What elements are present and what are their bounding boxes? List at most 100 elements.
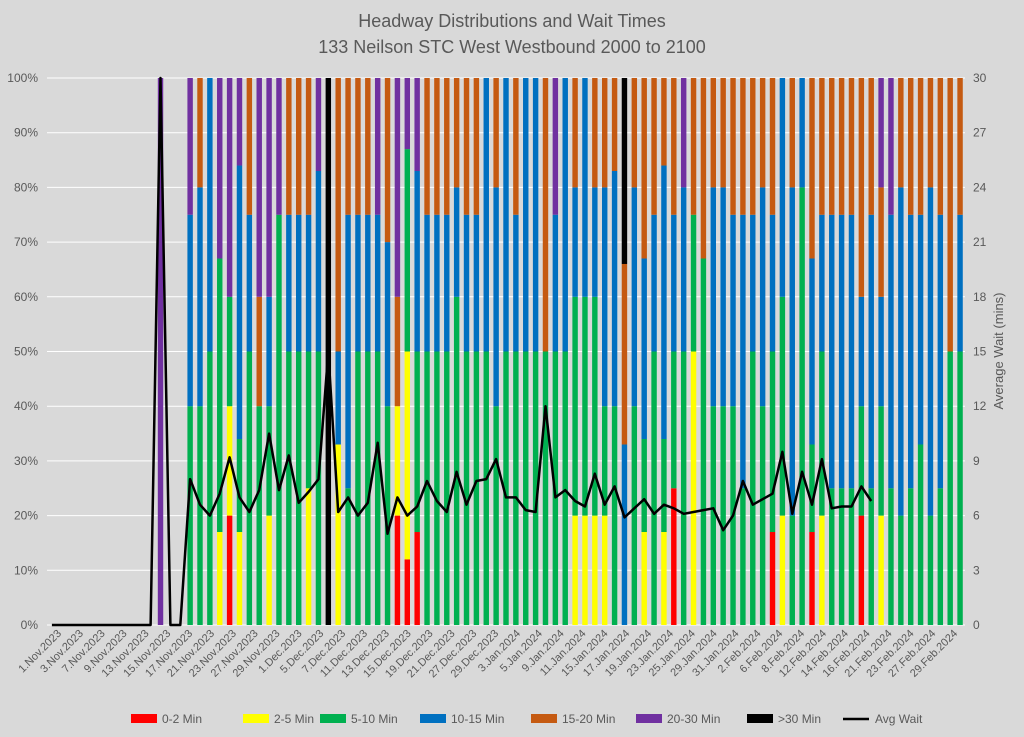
bar-segment	[246, 214, 253, 352]
bar-segment	[503, 78, 509, 352]
bar-segment	[513, 351, 519, 625]
bar-segment	[394, 515, 401, 625]
bar-segment	[473, 78, 480, 215]
bar-segment	[187, 406, 193, 625]
bar-segment	[819, 515, 825, 625]
bar-segment	[750, 78, 756, 215]
legend-swatch	[243, 714, 269, 723]
bar-segment	[680, 187, 687, 352]
bar-segment	[878, 296, 884, 407]
chart-subtitle: 133 Neilson STC West Westbound 2000 to 2…	[318, 37, 706, 57]
bar-segment	[631, 78, 638, 188]
bar-segment	[750, 214, 756, 352]
y-axis-right: 0 3 6 9 12 15 18 21 24 27 30	[973, 71, 987, 632]
bar-segment	[819, 351, 825, 516]
bar-segment	[750, 351, 756, 625]
bar-segment	[898, 78, 904, 188]
bar-segment	[957, 214, 963, 352]
bar-segment	[374, 351, 381, 625]
bar-segment	[434, 351, 440, 625]
bar-segment	[809, 78, 815, 259]
bar-segment	[937, 214, 944, 489]
legend-swatch	[636, 714, 662, 723]
bar-segment	[769, 532, 776, 625]
bar-segment	[226, 78, 233, 297]
legend-label: >30 Min	[778, 712, 821, 726]
legend-label: 15-20 Min	[562, 712, 615, 726]
bar-segment	[868, 78, 874, 215]
y-tick-label: 10%	[14, 563, 38, 577]
legend: 0-2 Min 2-5 Min 5-10 Min 10-15 Min 15-20 Min…	[131, 712, 923, 726]
bar-segment	[907, 488, 914, 625]
bar-segment	[819, 78, 825, 215]
legend-swatch	[320, 714, 346, 723]
bar-segment	[236, 439, 243, 533]
bar-segment	[453, 187, 460, 297]
legend-swatch	[531, 714, 557, 723]
bar-segment	[315, 78, 322, 171]
bar-segment	[256, 406, 262, 625]
y-tick-label: 80%	[14, 180, 38, 194]
bar-segment	[394, 296, 401, 407]
bar-segment	[621, 78, 628, 264]
bar-segment	[572, 515, 578, 625]
bar-segment	[631, 187, 638, 407]
bar-segment	[769, 351, 776, 533]
bar-segment	[878, 515, 884, 625]
bar-segment	[690, 351, 697, 625]
bar-segment	[414, 170, 420, 352]
y-tick-label: 60%	[14, 290, 38, 304]
bar-segment	[523, 351, 529, 625]
bar-segment	[404, 559, 411, 625]
bar-segment	[700, 78, 707, 259]
bar-segment	[463, 214, 470, 352]
bar-segment	[690, 214, 697, 352]
bar-segment	[503, 351, 509, 625]
bar-segment	[789, 187, 795, 516]
bar-segment	[286, 214, 292, 352]
bar-segment	[601, 406, 608, 516]
bar-segment	[562, 78, 568, 352]
bar-segment	[424, 351, 430, 625]
bar-segment	[394, 78, 401, 297]
bar-segment	[779, 296, 786, 516]
bar-segment	[680, 351, 687, 625]
bar-segment	[878, 406, 884, 516]
bar-segment	[355, 351, 361, 625]
bar-segment	[236, 165, 243, 440]
bar-segment	[483, 351, 489, 625]
bar-segment	[858, 296, 865, 407]
bar-segment	[680, 78, 687, 188]
bar-segment	[690, 78, 697, 215]
bar-segment	[414, 351, 420, 533]
bar-segment	[651, 351, 657, 625]
y-tick-label: 70%	[14, 235, 38, 249]
bar-segment	[414, 78, 420, 171]
bar-segment	[532, 351, 539, 625]
bar-segment	[740, 214, 746, 489]
bar-segment	[927, 515, 934, 625]
bar-segment	[759, 406, 766, 625]
bar-segment	[286, 78, 292, 215]
bar-segment	[829, 78, 835, 215]
bar-segment	[295, 214, 302, 352]
bar-segment	[286, 351, 292, 625]
bar-segment	[631, 406, 638, 625]
bar-segment	[957, 351, 963, 625]
bar-segment	[809, 258, 815, 445]
bar-segment	[513, 214, 519, 352]
y-tick-label: 40%	[14, 399, 38, 413]
bar-segment	[898, 515, 904, 625]
bar-segment	[572, 78, 578, 188]
y-tick-label: 100%	[7, 71, 38, 85]
y2-tick-label: 27	[973, 126, 987, 140]
bar-segment	[710, 78, 717, 188]
legend-swatch	[420, 714, 446, 723]
y2-tick-label: 21	[973, 235, 987, 249]
bar-segment	[917, 444, 924, 625]
bar-segment	[779, 515, 786, 625]
bar-segment	[335, 351, 341, 445]
bar-segment	[829, 488, 835, 625]
bar-segment	[562, 351, 568, 625]
